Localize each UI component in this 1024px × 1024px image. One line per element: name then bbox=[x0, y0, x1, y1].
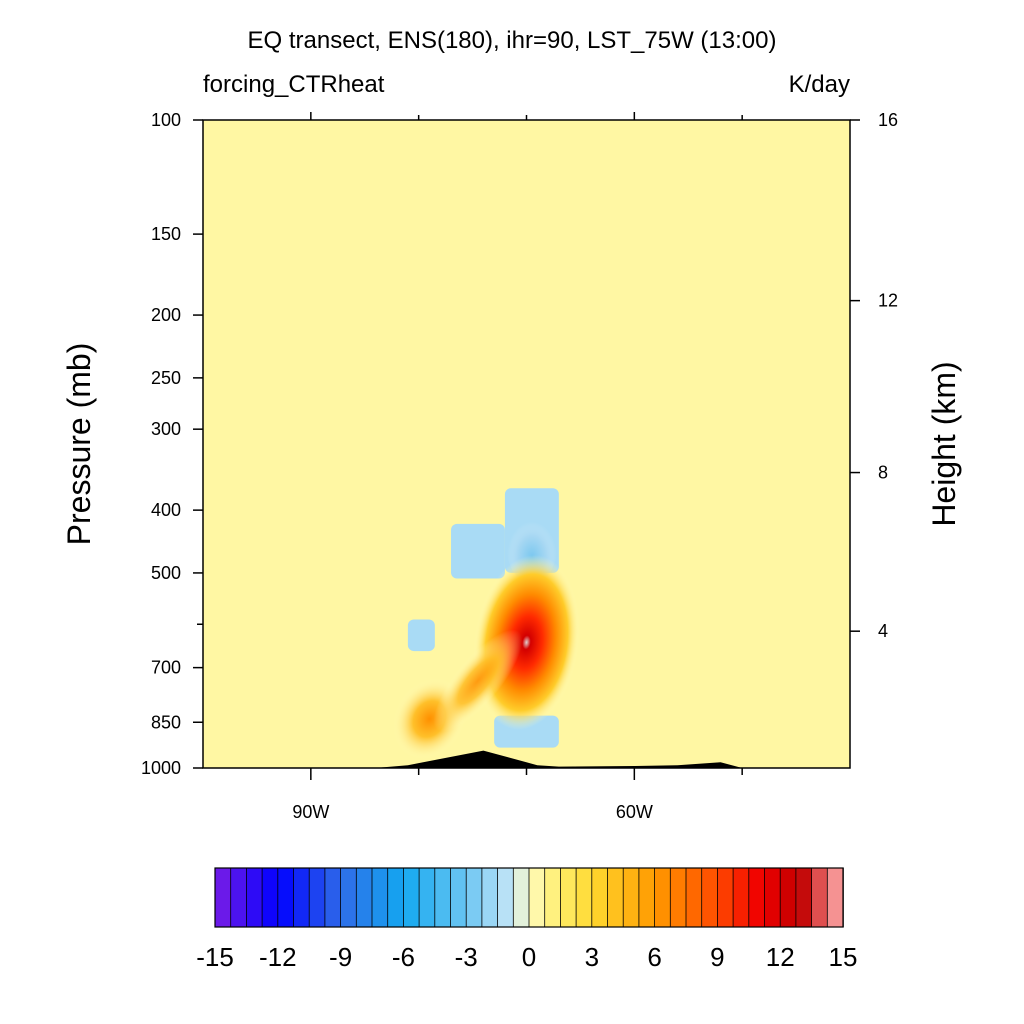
colorbar-cell bbox=[230, 867, 248, 928]
colorbar-cell bbox=[764, 867, 782, 928]
colorbar-cell bbox=[245, 867, 263, 928]
colorbar-cell bbox=[387, 867, 405, 928]
colorbar-cell bbox=[795, 867, 813, 928]
colorbar-cell bbox=[434, 867, 452, 928]
colorbar-cell bbox=[528, 867, 546, 928]
colorbar-cell bbox=[826, 867, 844, 928]
colorbar-cell bbox=[340, 867, 358, 928]
y-tick-label: 200 bbox=[151, 305, 181, 325]
colorbar-cell bbox=[277, 867, 295, 928]
y2-tick-label: 4 bbox=[878, 621, 888, 641]
colorbar-cell bbox=[214, 867, 232, 928]
colorbar-cell bbox=[701, 867, 719, 928]
colorbar-cell bbox=[293, 867, 311, 928]
y2-tick-label: 8 bbox=[878, 463, 888, 483]
colorbar-cell bbox=[732, 867, 750, 928]
colorbar-cell bbox=[560, 867, 577, 928]
colorbar-tick-label: 9 bbox=[710, 942, 724, 972]
colorbar-tick-label: -15 bbox=[196, 942, 234, 972]
x-axis: 90W 60W bbox=[292, 112, 743, 822]
y-tick-label: 250 bbox=[151, 368, 181, 388]
heating-ridge bbox=[433, 629, 523, 732]
colorbar-cell bbox=[465, 867, 483, 928]
plot-area bbox=[203, 120, 850, 768]
y-axis-title: Pressure (mb) bbox=[61, 343, 97, 546]
colorbar-cell bbox=[418, 867, 436, 928]
colorbar-cell bbox=[748, 867, 766, 928]
colorbar-cell bbox=[622, 867, 640, 928]
colorbar-tick-label: 3 bbox=[585, 942, 599, 972]
y2-tick-label: 16 bbox=[878, 110, 898, 130]
colorbar-cell bbox=[638, 867, 656, 928]
cooling-left bbox=[407, 619, 435, 652]
colorbar-cell bbox=[512, 867, 530, 928]
colorbar-cell bbox=[355, 867, 373, 928]
colorbar-cell bbox=[607, 867, 625, 928]
y-tick-label: 700 bbox=[151, 658, 181, 678]
colorbar-cell bbox=[575, 867, 593, 928]
x-tick-label: 90W bbox=[292, 802, 329, 822]
y2-tick-label: 12 bbox=[878, 291, 898, 311]
colorbar-cell bbox=[717, 867, 734, 928]
colorbar-cell bbox=[685, 867, 703, 928]
terrain bbox=[375, 750, 743, 768]
colorbar-frame bbox=[214, 867, 844, 928]
colorbar-cell bbox=[402, 867, 420, 928]
colorbar-cell bbox=[591, 867, 609, 928]
chart-title: EQ transect, ENS(180), ihr=90, LST_75W (… bbox=[248, 27, 777, 54]
x-tick-label: 60W bbox=[616, 802, 653, 822]
colorbar-tick-label: -12 bbox=[259, 942, 297, 972]
y-tick-label: 150 bbox=[151, 224, 181, 244]
colorbar-tick-label: 12 bbox=[766, 942, 795, 972]
y-tick-label: 500 bbox=[151, 563, 181, 583]
colorbar: -15 -12 -9 -6 -3 0 3 6 9 12 15 bbox=[196, 867, 858, 972]
colorbar-cell bbox=[481, 867, 499, 928]
colorbar-tick-label: -6 bbox=[392, 942, 415, 972]
y-tick-label: 1000 bbox=[141, 758, 181, 778]
colorbar-tick-label: -9 bbox=[329, 942, 352, 972]
left-subtitle: forcing_CTRheat bbox=[203, 71, 385, 98]
y-tick-label: 100 bbox=[151, 110, 181, 130]
colorbar-tick-label: -3 bbox=[455, 942, 478, 972]
y-tick-label: 300 bbox=[151, 419, 181, 439]
y2-axis-title: Height (km) bbox=[926, 361, 962, 526]
colorbar-cell bbox=[261, 867, 279, 928]
colorbar-cell bbox=[811, 867, 829, 928]
y-axis: 100 150 200 250 300 400 500 700 850 1000 bbox=[141, 110, 203, 778]
colorbar-cell bbox=[669, 867, 687, 928]
cooling-side bbox=[451, 523, 505, 579]
colorbar-cell bbox=[779, 867, 797, 928]
colorbar-cell bbox=[324, 867, 342, 928]
colorbar-cell bbox=[497, 867, 515, 928]
colorbar-tick-label: 15 bbox=[829, 942, 858, 972]
colorbar-cell bbox=[371, 867, 389, 928]
colorbar-cell bbox=[450, 867, 468, 928]
colorbar-tick-label: 0 bbox=[522, 942, 536, 972]
y-tick-label: 850 bbox=[151, 712, 181, 732]
colorbar-cell bbox=[544, 867, 562, 928]
y2-axis: 16 12 8 4 bbox=[850, 110, 898, 641]
colorbar-cell bbox=[308, 867, 326, 928]
y-tick-label: 400 bbox=[151, 500, 181, 520]
chart-title-group: EQ transect, ENS(180), ihr=90, LST_75W (… bbox=[203, 27, 850, 98]
colorbar-tick-label: 6 bbox=[647, 942, 661, 972]
colorbar-cell bbox=[654, 867, 672, 928]
right-subtitle: K/day bbox=[789, 71, 850, 98]
